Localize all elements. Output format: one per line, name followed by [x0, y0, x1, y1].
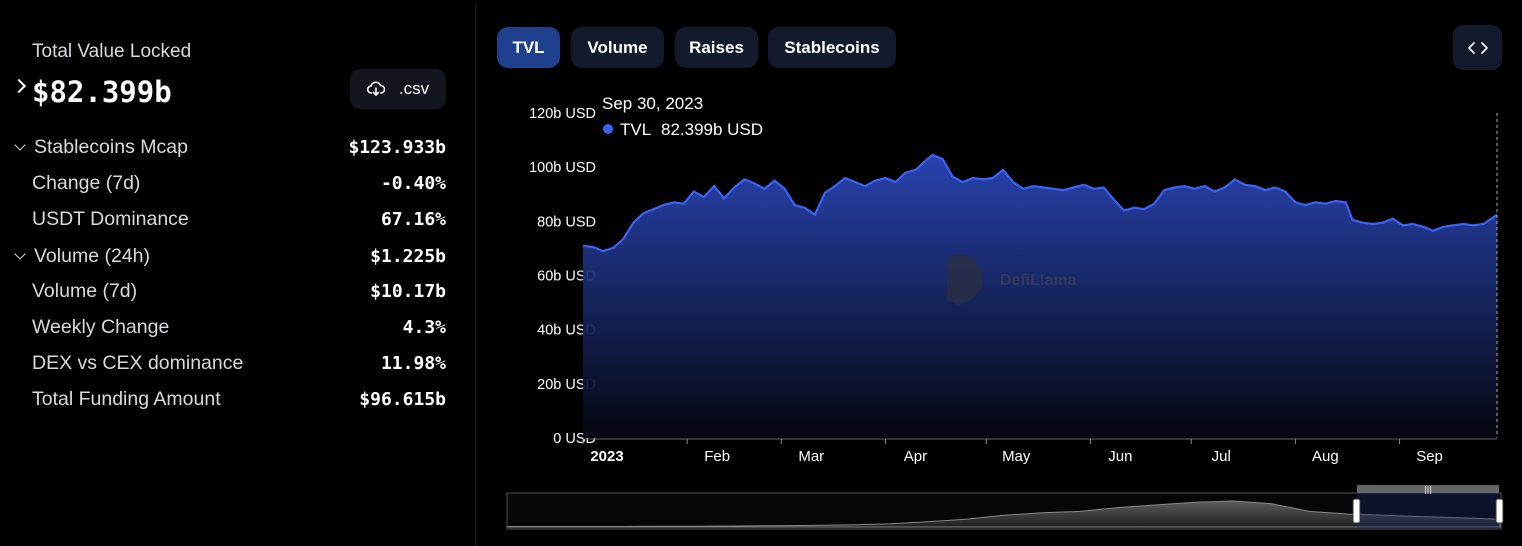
chart-panel: TVL Volume Raises Stablecoins 0 USD 20b U… [477, 5, 1522, 546]
y-tick-label: 20b USD [537, 377, 596, 393]
tab-volume[interactable]: Volume [571, 27, 664, 68]
download-csv-button[interactable]: .csv [350, 69, 446, 109]
metric-value: 4.3% [402, 316, 446, 338]
x-tick-label: Aug [1312, 448, 1339, 465]
metric-row-volume-7d: Volume (7d) $10.17b [14, 276, 446, 306]
y-tick-label: 60b USD [537, 269, 596, 285]
overview-selection[interactable] [1357, 493, 1499, 529]
summary-panel: Total Value Locked $82.399b .csv Stablec… [0, 5, 476, 546]
x-tick-label: Apr [904, 448, 927, 465]
range-slider[interactable]: ||| [506, 485, 1504, 530]
chevron-right-icon[interactable] [11, 78, 27, 94]
metric-row-total-funding: Total Funding Amount $96.615b [14, 384, 446, 414]
x-axis: 2023 Feb Mar Apr May Jun Jul Aug Sep [582, 438, 1497, 465]
overview-drag-bar[interactable] [1357, 485, 1499, 493]
overview-area [507, 500, 1501, 528]
metric-value: 11.98% [380, 352, 446, 374]
tab-tvl[interactable]: TVL [497, 27, 560, 68]
x-tick-label: Sep [1416, 448, 1443, 465]
grip-icon: ||| [1424, 485, 1432, 494]
chevron-down-icon [14, 248, 26, 260]
overview-handle-right[interactable] [1495, 498, 1504, 524]
metric-value: $123.933b [348, 136, 446, 158]
x-tick-label: Jul [1212, 448, 1231, 465]
metric-value: -0.40% [380, 172, 446, 194]
metric-label: Stablecoins Mcap [34, 135, 188, 158]
tvl-value: $82.399b [32, 75, 172, 109]
metric-label: DEX vs CEX dominance [32, 351, 244, 374]
metric-label: Volume (24h) [34, 244, 150, 267]
tooltip-value: 82.399b USD [661, 120, 763, 139]
tab-raises[interactable]: Raises [675, 27, 758, 68]
x-tick-label: Feb [704, 448, 730, 465]
cloud-download-icon [366, 81, 385, 96]
tooltip: Sep 30, 2023 TVL 82.399b USD [602, 94, 763, 139]
tvl-area-fill [583, 155, 1497, 438]
overview-handle-left[interactable] [1352, 498, 1361, 524]
y-tick-label: 80b USD [537, 214, 596, 230]
y-tick-label: 100b USD [529, 160, 596, 176]
watermark-text: DefiLlama [1000, 272, 1077, 289]
metric-value: $10.17b [370, 280, 446, 302]
metric-label: Volume (7d) [32, 279, 138, 302]
chevron-down-icon [14, 139, 26, 151]
tooltip-date: Sep 30, 2023 [602, 94, 703, 113]
metric-row-weekly-change: Weekly Change 4.3% [14, 312, 446, 342]
tab-stablecoins[interactable]: Stablecoins [768, 27, 896, 68]
metric-value: $1.225b [370, 245, 446, 267]
metric-value: $96.615b [359, 388, 446, 410]
metric-value: 67.16% [380, 208, 446, 230]
code-embed-icon [1467, 41, 1488, 54]
tooltip-series-name: TVL [620, 120, 651, 139]
x-tick-label: Mar [798, 448, 824, 465]
tvl-label: Total Value Locked [32, 41, 192, 62]
metric-label: Weekly Change [32, 315, 170, 338]
x-tick-label: Jun [1108, 448, 1132, 465]
x-tick-label: May [1002, 448, 1031, 465]
y-tick-label: 120b USD [529, 106, 596, 122]
tooltip-series-marker [603, 124, 613, 134]
x-tick-label: 2023 [590, 448, 623, 465]
tvl-series-line [582, 153, 1498, 253]
watermark: DefiLlama [947, 253, 1077, 305]
metric-label: Total Funding Amount [32, 387, 221, 410]
metric-row-dex-vs-cex: DEX vs CEX dominance 11.98% [14, 348, 446, 378]
metric-row-change-7d: Change (7d) -0.40% [14, 168, 446, 198]
metric-row-volume-24h[interactable]: Volume (24h) $1.225b [14, 241, 446, 271]
metric-label: Change (7d) [32, 171, 141, 194]
y-tick-label: 40b USD [537, 323, 596, 339]
metric-label: USDT Dominance [32, 207, 189, 230]
csv-label: .csv [398, 79, 430, 98]
embed-button[interactable] [1453, 25, 1502, 70]
metric-row-stablecoins-mcap[interactable]: Stablecoins Mcap $123.933b [14, 132, 446, 162]
metric-row-usdt-dominance: USDT Dominance 67.16% [14, 204, 446, 234]
